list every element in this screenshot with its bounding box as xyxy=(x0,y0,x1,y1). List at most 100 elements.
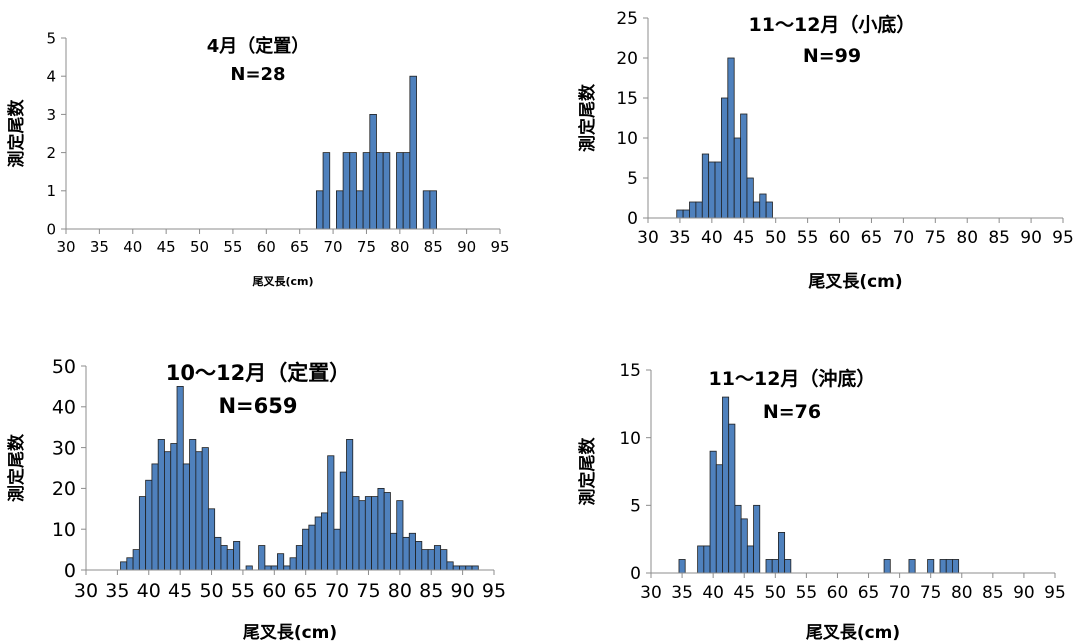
histogram-bar xyxy=(945,559,953,574)
histogram-bar xyxy=(377,487,385,571)
x-tick-label: 90 xyxy=(1013,583,1035,603)
x-tick-label: 80 xyxy=(956,228,978,248)
histogram-bar xyxy=(771,559,779,574)
histogram-bar xyxy=(258,545,266,571)
x-tick-label: 75 xyxy=(920,583,942,603)
x-tick-label: 60 xyxy=(827,583,849,603)
histogram-bar xyxy=(289,557,297,571)
y-tick-label: 25 xyxy=(616,9,638,29)
histogram-bar xyxy=(765,559,773,574)
x-tick-label: 95 xyxy=(1052,228,1074,248)
histogram-bar xyxy=(676,209,684,219)
x-tick-label: 90 xyxy=(451,580,475,602)
histogram-bar xyxy=(883,559,891,574)
histogram-bar xyxy=(753,504,761,574)
x-tick-label: 90 xyxy=(457,238,476,256)
x-tick-label: 80 xyxy=(951,583,973,603)
y-tick-label: 10 xyxy=(616,129,638,149)
histogram-bar xyxy=(382,152,391,230)
x-tick-label: 45 xyxy=(157,238,176,256)
histogram-bar xyxy=(697,545,705,574)
histogram-bar xyxy=(170,443,178,571)
histogram-bar xyxy=(939,559,947,574)
histogram-bar xyxy=(362,152,371,230)
x-tick-label: 70 xyxy=(889,583,911,603)
y-tick-label: 40 xyxy=(52,397,76,419)
histogram-bar xyxy=(734,504,742,574)
histogram-bar xyxy=(927,559,935,574)
x-tick-label: 60 xyxy=(257,238,276,256)
histogram-bar xyxy=(138,496,147,571)
x-tick-label: 40 xyxy=(123,238,142,256)
x-tick-label: 50 xyxy=(199,580,223,602)
x-tick-label: 40 xyxy=(702,583,724,603)
x-axis-label: 尾叉長(cm) xyxy=(243,623,337,643)
y-tick-label: 20 xyxy=(52,478,76,500)
histogram-bar xyxy=(346,439,354,571)
y-tick-label: 1 xyxy=(46,182,56,200)
y-tick-label: 5 xyxy=(46,29,56,47)
x-tick-label: 50 xyxy=(190,238,209,256)
histogram-bar xyxy=(364,496,373,571)
histogram-bar xyxy=(765,201,773,219)
histogram-bar xyxy=(308,524,316,571)
x-tick-label: 35 xyxy=(669,228,691,248)
x-tick-label: 85 xyxy=(982,583,1004,603)
chart-4: 0 5 10 15 30 35 40 45 50 55 60 65 70 75 80 85 90 95 尾叉長(cm… xyxy=(577,361,1066,643)
histogram-bar xyxy=(422,190,431,230)
histogram-bar xyxy=(421,549,429,571)
x-tick-label: 70 xyxy=(893,228,915,248)
y-tick-label: 15 xyxy=(616,89,638,109)
x-axis-label: 尾叉長(cm) xyxy=(808,272,902,292)
x-tick-label: 60 xyxy=(829,228,851,248)
x-tick-label: 95 xyxy=(1044,583,1066,603)
histogram-bar xyxy=(908,559,916,574)
histogram-bar xyxy=(402,152,411,230)
x-axis-label: 尾叉長(cm) xyxy=(806,623,900,643)
histogram-bar xyxy=(452,565,460,571)
x-tick-label: 55 xyxy=(231,580,255,602)
y-tick-label: 20 xyxy=(616,49,638,69)
y-tick-label: 3 xyxy=(46,106,56,124)
x-tick-label: 95 xyxy=(482,580,506,602)
y-tick-label: 0 xyxy=(46,220,56,238)
chart-title: 11～12月（沖底） xyxy=(709,367,876,390)
histogram-bar xyxy=(157,439,165,571)
histogram-bar xyxy=(132,549,140,571)
x-tick-label: 50 xyxy=(765,228,787,248)
chart-title: 10～12月（定置） xyxy=(166,361,350,385)
histogram-bar xyxy=(349,152,357,230)
histogram-bar xyxy=(245,565,253,571)
histogram-bar xyxy=(176,385,184,571)
histogram-bar xyxy=(740,113,748,219)
x-tick-label: 65 xyxy=(290,238,309,256)
histogram-bar xyxy=(429,190,437,230)
histogram-bar xyxy=(727,57,735,219)
histogram-bar xyxy=(778,532,786,574)
x-axis-label: 尾叉長(cm) xyxy=(251,275,313,288)
histogram-bar xyxy=(376,152,384,230)
histogram-bar xyxy=(302,528,310,571)
x-tick-label: 30 xyxy=(56,238,75,256)
histogram-bar xyxy=(746,545,754,574)
histogram-bar xyxy=(226,549,234,571)
histogram-bar xyxy=(408,532,416,571)
histogram-bar xyxy=(682,209,690,219)
histogram-bar xyxy=(189,439,197,571)
histogram-bar xyxy=(459,565,467,571)
histogram-bar xyxy=(396,500,404,571)
histogram-bar xyxy=(759,193,767,219)
x-tick-label: 75 xyxy=(356,580,380,602)
histogram-bar xyxy=(465,565,473,571)
x-tick-label: 60 xyxy=(262,580,286,602)
histogram-bar xyxy=(446,561,454,571)
histogram-bar xyxy=(126,557,134,571)
histogram-bar xyxy=(264,565,272,571)
histogram-bar xyxy=(207,508,216,571)
x-tick-label: 50 xyxy=(764,583,786,603)
histogram-bar xyxy=(315,190,324,230)
x-tick-label: 35 xyxy=(671,583,693,603)
histogram-bar xyxy=(952,559,960,574)
y-tick-label: 0 xyxy=(630,564,641,584)
